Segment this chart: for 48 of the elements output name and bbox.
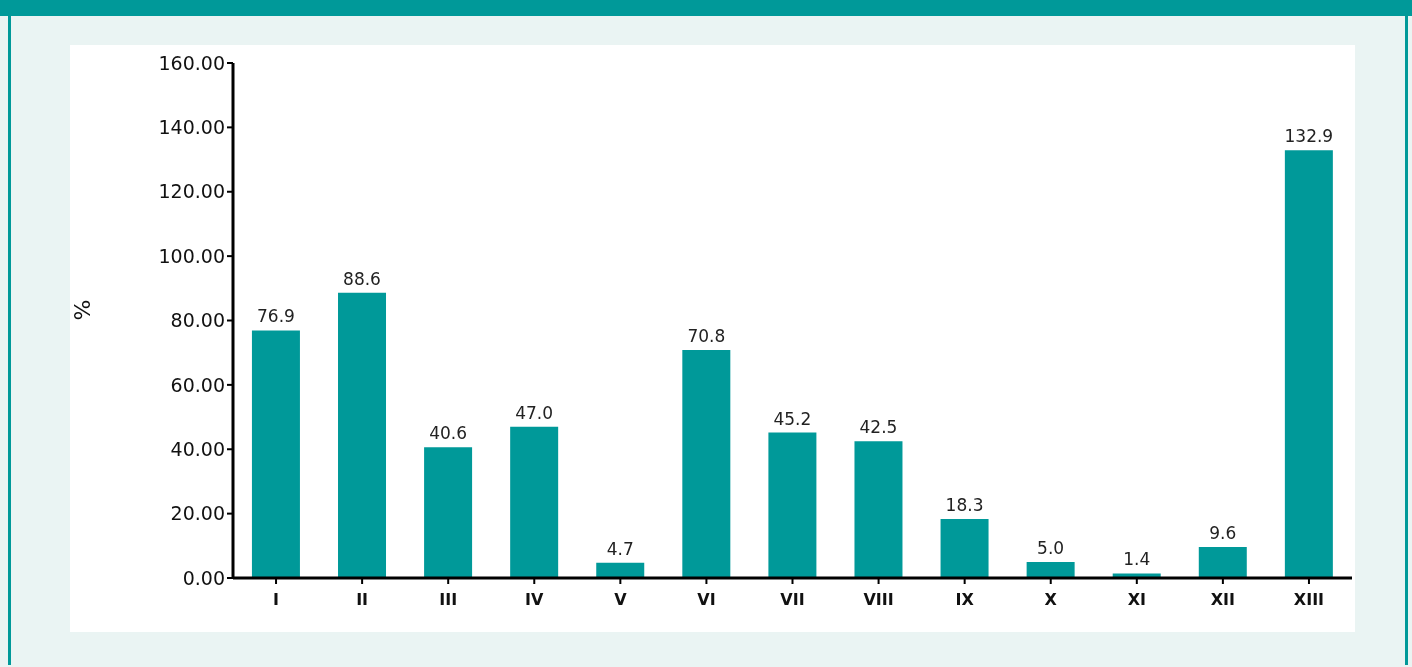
- y-tick-label: 0.00: [182, 566, 225, 589]
- data-label: 132.9: [1284, 126, 1334, 147]
- data-label: 42.5: [859, 417, 898, 438]
- x-tick-label: IX: [955, 590, 975, 610]
- data-label: 40.6: [429, 423, 468, 444]
- data-label: 18.3: [945, 495, 984, 516]
- data-label: 4.7: [606, 538, 634, 559]
- x-tick-label: III: [439, 590, 458, 610]
- x-tick-label: VII: [780, 590, 805, 610]
- bar: [596, 562, 645, 578]
- x-tick-label: X: [1044, 590, 1058, 610]
- bar: [854, 441, 903, 578]
- bar: [682, 350, 731, 578]
- bar: [768, 432, 817, 578]
- x-tick-label: XI: [1127, 590, 1146, 610]
- y-tick-label: 160.00: [158, 51, 225, 74]
- y-tick-label: 100.00: [158, 244, 225, 267]
- y-tick-label: 120.00: [158, 180, 225, 203]
- y-tick-label: 60.00: [170, 373, 225, 396]
- bar: [510, 426, 559, 578]
- bar: [1026, 561, 1075, 578]
- data-label: 47.0: [515, 402, 554, 423]
- data-label: 45.2: [773, 408, 812, 429]
- bar: [940, 519, 989, 578]
- y-axis-title: %: [69, 299, 95, 321]
- x-tick-label: IV: [525, 590, 545, 610]
- y-tick-label: 40.00: [170, 437, 225, 460]
- bar: [424, 447, 473, 578]
- data-label: 70.8: [687, 326, 726, 347]
- y-tick-label: 140.00: [158, 116, 225, 139]
- x-tick-label: V: [614, 590, 628, 610]
- bar: [338, 292, 387, 578]
- x-tick-label: VI: [697, 590, 716, 610]
- x-tick-label: VIII: [863, 590, 894, 610]
- x-tick-label: XII: [1210, 590, 1236, 610]
- x-tick-label: I: [273, 590, 280, 610]
- x-tick-label: XIII: [1293, 590, 1325, 610]
- bar: [1198, 547, 1247, 578]
- data-label: 5.0: [1037, 537, 1065, 558]
- data-label: 88.6: [343, 268, 381, 289]
- y-tick-label: 80.00: [170, 309, 225, 332]
- bar: [1284, 150, 1333, 578]
- y-tick-label: 20.00: [170, 502, 225, 525]
- bar: [251, 330, 300, 578]
- data-label: 9.6: [1209, 523, 1237, 544]
- data-label: 1.4: [1123, 549, 1151, 570]
- x-tick-label: II: [356, 590, 369, 610]
- data-label: 76.9: [257, 306, 295, 327]
